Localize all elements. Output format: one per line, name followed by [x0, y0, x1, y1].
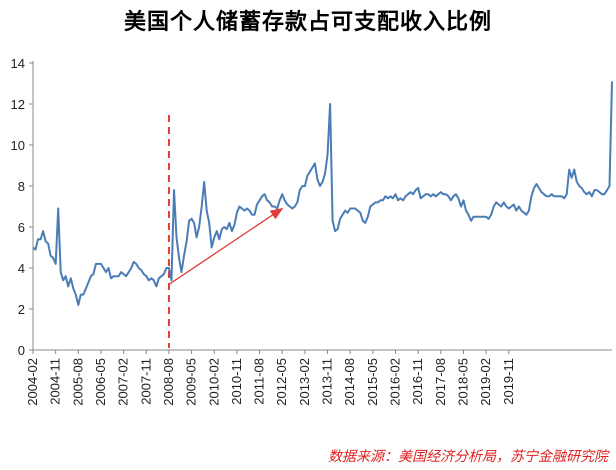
trend-arrow: [168, 207, 284, 285]
x-tick-label: 2017-08: [433, 358, 448, 406]
y-tick-label: 6: [18, 220, 25, 235]
x-tick-label: 2013-02: [297, 358, 312, 406]
x-tick-label: 2011-08: [252, 358, 267, 405]
x-tick-label: 2019-11: [501, 358, 516, 405]
source-note: 数据来源：美国经济分析局，苏宁金融研究院: [328, 449, 608, 465]
x-tick-label: 2008-08: [161, 358, 176, 406]
x-tick-label: 2004-02: [25, 358, 40, 406]
x-tick-label: 2012-05: [274, 358, 289, 406]
chart-title: 美国个人储蓄存款占可支配收入比例: [123, 10, 492, 35]
y-tick-label: 0: [18, 343, 25, 358]
x-tick-label: 2009-05: [184, 358, 199, 406]
x-tick-label: 2014-08: [342, 358, 357, 406]
y-tick-label: 8: [18, 179, 25, 194]
x-tick-label: 2007-11: [138, 358, 153, 405]
x-tick-label: 2016-11: [410, 358, 425, 405]
x-tick-label: 2013-11: [320, 358, 335, 405]
x-tick-label: 2007-02: [116, 358, 131, 406]
y-tick-label: 4: [18, 261, 25, 276]
y-tick-label: 2: [18, 302, 25, 317]
x-tick-label: 2015-05: [365, 358, 380, 406]
x-tick-label: 2010-02: [206, 358, 221, 406]
x-tick-label: 2019-02: [478, 358, 493, 406]
x-tick-label: 2016-02: [388, 358, 403, 406]
y-tick-label: 14: [11, 56, 25, 71]
x-tick-label: 2006-05: [93, 358, 108, 406]
x-tick-label: 2004-11: [48, 358, 63, 405]
x-tick-label: 2010-11: [229, 358, 244, 405]
series-line: [32, 81, 613, 306]
x-tick-label: 2005-08: [70, 358, 85, 406]
y-tick-label: 12: [11, 97, 25, 112]
y-tick-label: 10: [11, 138, 25, 153]
x-tick-label: 2018-05: [455, 358, 470, 406]
